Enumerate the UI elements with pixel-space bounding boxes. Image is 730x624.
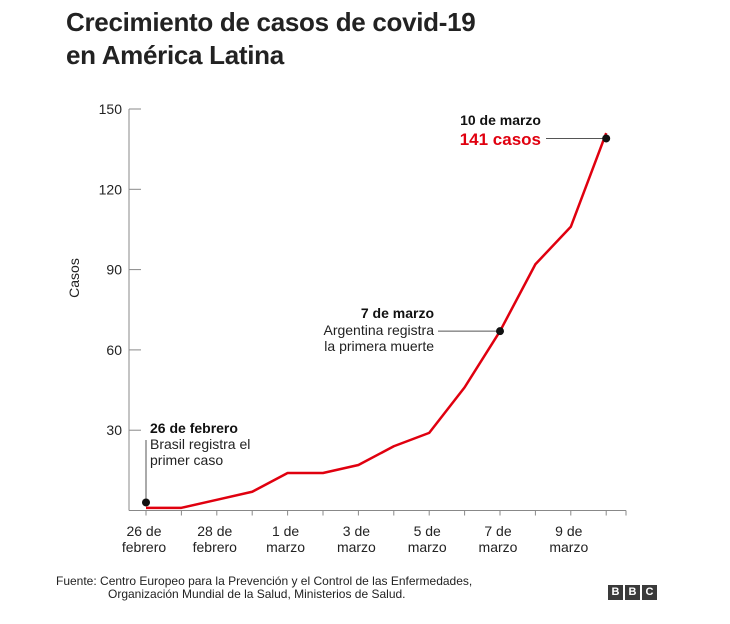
bbc-logo-letter-b2: B bbox=[625, 585, 640, 600]
x-tick-label-4-day: 1 de bbox=[272, 523, 299, 539]
annotation-point-26-febrero bbox=[142, 498, 150, 507]
annotation-text-7-marzo-2: la primera muerte bbox=[324, 338, 434, 354]
annotation-title-26-febrero: 26 de febrero bbox=[150, 420, 238, 436]
bbc-logo-letter-c: C bbox=[642, 585, 657, 600]
x-tick-label-12-day: 9 de bbox=[555, 523, 582, 539]
chart-title: Crecimiento de casos de covid-19 en Amér… bbox=[66, 6, 476, 72]
x-tick-label-0-month: febrero bbox=[122, 539, 167, 555]
annotation-point-10-marzo bbox=[602, 134, 611, 143]
annotation-title-7-marzo: 7 de marzo bbox=[361, 305, 434, 321]
annotation-text-7-marzo-1: Argentina registra bbox=[323, 322, 434, 338]
annotation-point-7-marzo bbox=[496, 327, 504, 336]
annotation-title-10-marzo: 10 de marzo bbox=[460, 112, 541, 128]
series-line-casos bbox=[146, 132, 608, 510]
x-tick-label-10-day: 7 de bbox=[484, 523, 511, 539]
x-tick-label-8-month: marzo bbox=[408, 539, 447, 555]
bbc-logo: B B C bbox=[608, 585, 657, 600]
x-tick-label-6-day: 3 de bbox=[343, 523, 370, 539]
chart-title-line-1: Crecimiento de casos de covid-19 bbox=[66, 7, 476, 37]
y-axis-label: Casos bbox=[66, 258, 82, 298]
x-tick-label-4-month: marzo bbox=[266, 539, 305, 555]
y-tick-label-30: 30 bbox=[106, 422, 122, 438]
annotation-text-26-febrero-2: primer caso bbox=[150, 452, 223, 468]
x-tick-label-12-month: marzo bbox=[549, 539, 588, 555]
annotation-text-26-febrero-1: Brasil registra el bbox=[150, 436, 250, 452]
bbc-logo-letter-b1: B bbox=[608, 585, 623, 600]
y-tick-label-120: 120 bbox=[99, 181, 123, 197]
x-tick-label-6-month: marzo bbox=[337, 539, 376, 555]
x-tick-label-2-month: febrero bbox=[193, 539, 238, 555]
x-tick-label-8-day: 5 de bbox=[414, 523, 441, 539]
source-line-1: Fuente: Centro Europeo para la Prevenció… bbox=[56, 574, 473, 588]
y-tick-label-90: 90 bbox=[106, 262, 122, 278]
y-tick-label-60: 60 bbox=[106, 342, 122, 358]
x-tick-label-0-day: 26 de bbox=[126, 523, 161, 539]
source-footer: Fuente: Centro Europeo para la Prevenció… bbox=[56, 575, 472, 601]
x-tick-label-2-day: 28 de bbox=[197, 523, 232, 539]
y-tick-label-150: 150 bbox=[99, 101, 123, 117]
x-tick-label-10-month: marzo bbox=[479, 539, 518, 555]
chart-title-line-2: en América Latina bbox=[66, 40, 284, 70]
annotation-highlight-10-marzo: 141 casos bbox=[460, 130, 541, 149]
source-line-2: Organización Mundial de la Salud, Minist… bbox=[108, 587, 406, 601]
